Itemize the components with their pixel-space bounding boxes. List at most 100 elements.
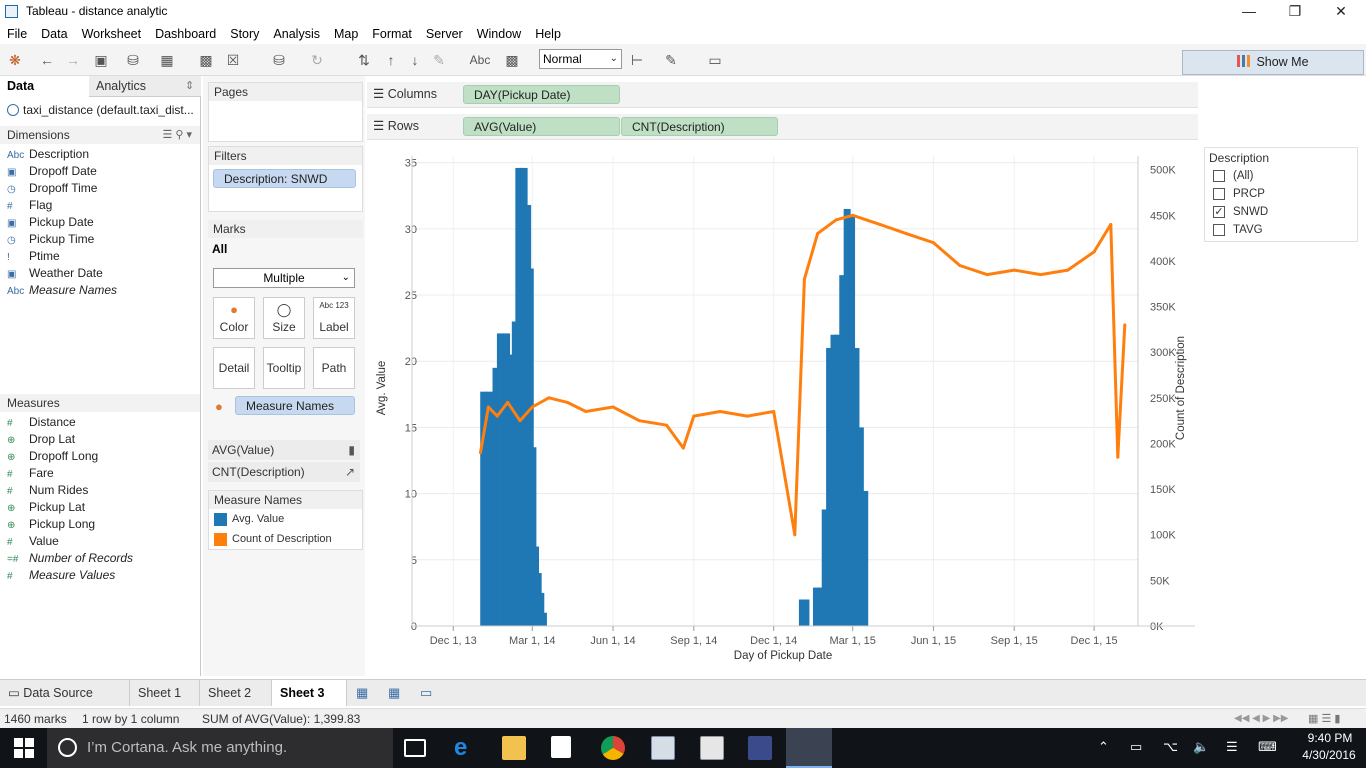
wifi-icon[interactable]: ⌥ <box>1163 739 1178 754</box>
tray-chevron-icon[interactable]: ⌃ <box>1098 739 1109 754</box>
menu-file[interactable]: File <box>7 27 28 41</box>
dimension-field[interactable]: Abc Description <box>7 146 89 163</box>
filter-checkbox[interactable]: ✓ <box>1213 206 1225 218</box>
detail-button[interactable]: Detail <box>213 347 255 389</box>
tooltip-button[interactable]: Tooltip <box>263 347 305 389</box>
clear-sheet-icon[interactable]: ☒ <box>226 52 240 68</box>
keyboard-icon[interactable]: ⌨ <box>1258 739 1277 754</box>
mark-type-dropdown[interactable]: Multiple ⌄ <box>213 268 355 288</box>
undo-icon[interactable]: ← <box>40 52 54 68</box>
dimension-field[interactable]: ▣ Dropoff Date <box>7 163 97 180</box>
sort-ascending-icon[interactable]: ↑ <box>387 52 395 68</box>
menu-data[interactable]: Data <box>41 27 68 41</box>
filter-pill-snwd[interactable]: Description: SNWD <box>213 169 356 188</box>
avg-value-marks-row[interactable]: AVG(Value) ▮ <box>208 440 360 460</box>
tableau-logo-icon[interactable]: ❋ <box>9 52 21 68</box>
measure-field[interactable]: # Value <box>7 533 59 550</box>
refresh-icon[interactable]: ↻ <box>311 52 323 68</box>
clock-time[interactable]: 9:40 PM <box>1307 731 1353 745</box>
tab-analytics[interactable]: Analytics <box>96 79 147 93</box>
menu-worksheet[interactable]: Worksheet <box>81 27 142 41</box>
menu-analysis[interactable]: Analysis <box>273 27 320 41</box>
measure-field[interactable]: # Num Rides <box>7 482 88 499</box>
task-view-icon[interactable] <box>404 739 426 757</box>
new-datasource-icon[interactable]: ⛁ <box>127 52 139 68</box>
menu-map[interactable]: Map <box>333 27 359 41</box>
pane-menu-icon[interactable]: ⇕ <box>185 80 195 92</box>
label-button[interactable]: Abc 123 Label <box>313 297 355 339</box>
color-button[interactable]: ● Color <box>213 297 255 339</box>
filters-card[interactable]: Filters Description: SNWD <box>208 146 363 212</box>
file-explorer-icon[interactable] <box>502 736 526 760</box>
datasource-tab[interactable]: ▭ Data Source <box>0 680 130 706</box>
dimension-field[interactable]: Abc Measure Names <box>7 282 117 299</box>
pause-updates-icon[interactable]: ⛁ <box>273 52 285 68</box>
sheet-tab-2[interactable]: Sheet 2 <box>200 680 272 706</box>
dimension-field[interactable]: ▣ Weather Date <box>7 265 103 282</box>
filter-checkbox[interactable] <box>1213 224 1225 236</box>
clock-date[interactable]: 4/30/2016 <box>1302 748 1356 762</box>
measure-field[interactable]: # Measure Values <box>7 567 115 584</box>
duplicate-sheet-icon[interactable]: ▩ <box>199 52 213 68</box>
save-icon[interactable]: ▣ <box>94 52 108 68</box>
tableau-taskbar-icon[interactable] <box>786 728 832 768</box>
minimize-icon[interactable]: — <box>1242 3 1256 19</box>
pages-card[interactable]: Pages <box>208 82 363 142</box>
show-labels-icon[interactable]: Abc <box>469 53 491 67</box>
fix-axes-icon[interactable]: ▩ <box>505 52 519 68</box>
highlight-icon[interactable]: ✎ <box>433 52 445 68</box>
menu-server[interactable]: Server <box>425 27 463 41</box>
app-icon-1[interactable] <box>651 736 675 760</box>
cortana-search-box[interactable]: I’m Cortana. Ask me anything. <box>47 728 393 768</box>
measure-names-pill[interactable]: Measure Names <box>235 396 355 415</box>
measure-field[interactable]: # Distance <box>7 414 76 431</box>
columns-pill-day-pickup-date[interactable]: DAY(Pickup Date) <box>463 85 620 104</box>
measure-field[interactable]: ⊕ Pickup Lat <box>7 499 85 516</box>
fit-dropdown[interactable]: Normal ⌄ <box>539 49 622 69</box>
pin-icon[interactable]: ⊢ <box>630 52 644 68</box>
restore-icon[interactable]: ❐ <box>1288 3 1302 19</box>
measure-field[interactable]: ⊕ Pickup Long <box>7 516 95 533</box>
close-icon[interactable]: ✕ <box>1335 3 1347 19</box>
menu-format[interactable]: Format <box>372 27 412 41</box>
menu-window[interactable]: Window <box>476 27 522 41</box>
pen-icon[interactable]: ✎ <box>665 52 677 68</box>
tab-data[interactable]: Data <box>0 76 89 97</box>
dual-axis-chart[interactable]: 051015202530350K50K100K150K200K250K300K3… <box>369 148 1198 668</box>
filter-checkbox[interactable] <box>1213 188 1225 200</box>
view-mode-icons[interactable]: ▦ ☰ ▮ <box>1308 713 1341 725</box>
rows-pill-avg-value[interactable]: AVG(Value) <box>463 117 620 136</box>
notifications-icon[interactable]: ☰ <box>1226 739 1238 754</box>
battery-icon[interactable]: ▭ <box>1130 739 1143 754</box>
dimension-field[interactable]: ! Ptime <box>7 248 60 265</box>
path-button[interactable]: Path <box>313 347 355 389</box>
chrome-icon[interactable] <box>601 736 625 760</box>
filter-checkbox[interactable] <box>1213 170 1225 182</box>
new-story-tab-icon[interactable]: ▭ <box>420 685 433 700</box>
menu-help[interactable]: Help <box>535 27 561 41</box>
redo-icon[interactable]: → <box>66 52 80 68</box>
sheet-tab-1[interactable]: Sheet 1 <box>130 680 200 706</box>
sheet-tab-3[interactable]: Sheet 3 <box>272 680 347 706</box>
datasource-item[interactable]: taxi_distance (default.taxi_dist... <box>7 102 194 119</box>
new-dashboard-tab-icon[interactable]: ▦ <box>388 685 401 700</box>
measure-field[interactable]: # Fare <box>7 465 54 482</box>
worksheet-view[interactable]: 0 5 10 15 20 25 30 35 0K 50K 100K 150K 200K 250K 300K 3… <box>369 148 1198 668</box>
menu-story[interactable]: Story <box>230 27 260 41</box>
swap-icon[interactable]: ⇅ <box>358 52 370 68</box>
new-worksheet-tab-icon[interactable]: ▦ <box>356 685 369 700</box>
dimension-field[interactable]: ◷ Pickup Time <box>7 231 94 248</box>
new-worksheet-icon[interactable]: ▦ <box>160 52 174 68</box>
cnt-description-marks-row[interactable]: CNT(Description) ↗ <box>208 462 360 482</box>
dimension-field[interactable]: ▣ Pickup Date <box>7 214 94 231</box>
measure-field[interactable]: ⊕ Drop Lat <box>7 431 75 448</box>
sort-descending-icon[interactable]: ↓ <box>411 52 419 68</box>
rows-shelf[interactable]: ☰ Rows AVG(Value) CNT(Description) <box>367 114 1198 140</box>
show-me-button[interactable]: Show Me <box>1182 50 1364 75</box>
dimension-field[interactable]: # Flag <box>7 197 52 214</box>
app-icon-2[interactable] <box>700 736 724 760</box>
edge-icon[interactable]: e <box>454 734 468 761</box>
search-icon[interactable]: ☰ ⚲ ▾ <box>162 129 192 141</box>
volume-icon[interactable]: 🔈 <box>1193 739 1210 754</box>
menu-dashboard[interactable]: Dashboard <box>155 27 217 41</box>
